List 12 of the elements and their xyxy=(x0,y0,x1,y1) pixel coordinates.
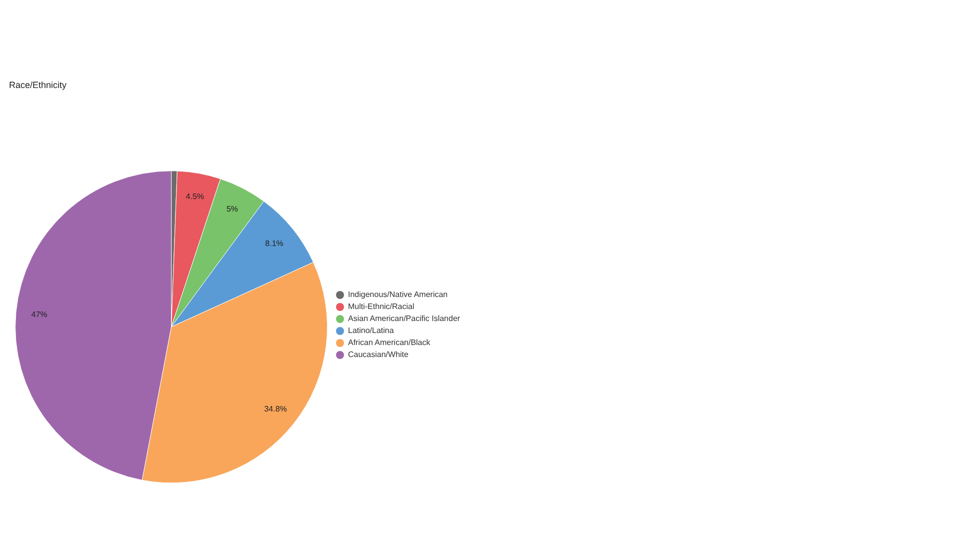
data-label: 47% xyxy=(31,310,48,319)
legend-label: Indigenous/Native American xyxy=(348,290,448,299)
legend-label: African American/Black xyxy=(348,338,430,347)
data-label: 4.5% xyxy=(186,192,204,201)
data-label: 34.8% xyxy=(264,404,287,414)
legend-label: Latino/Latina xyxy=(348,326,394,335)
data-label: 8.1% xyxy=(265,238,284,248)
chart-title: Race/Ethnicity xyxy=(9,80,67,90)
legend-label: Asian American/Pacific Islander xyxy=(348,314,460,323)
data-label: 5% xyxy=(226,204,238,214)
legend-label: Multi-Ethnic/Racial xyxy=(348,302,414,311)
legend-label: Caucasian/White xyxy=(348,350,408,359)
